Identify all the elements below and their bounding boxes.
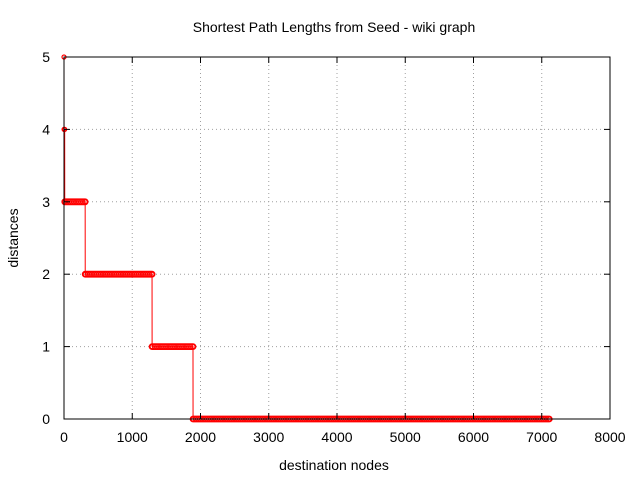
chart-title: Shortest Path Lengths from Seed - wiki g… [193, 19, 475, 35]
data-point [160, 344, 166, 350]
x-tick-label: 5000 [390, 429, 421, 445]
data-point [176, 344, 182, 350]
data-point [190, 344, 196, 350]
y-tick-label: 4 [42, 121, 50, 137]
data-point [181, 344, 187, 350]
data-point [163, 344, 169, 350]
data-point [174, 344, 180, 350]
data-point [75, 199, 81, 205]
data-point [158, 344, 164, 350]
x-tick-label: 8000 [594, 429, 625, 445]
data-point [167, 344, 173, 350]
data-point [188, 344, 194, 350]
x-tick-label: 0 [60, 429, 68, 445]
x-tick-label: 4000 [321, 429, 352, 445]
y-tick-label: 2 [42, 266, 50, 282]
x-tick-label: 1000 [117, 429, 148, 445]
data-point [71, 199, 77, 205]
data-point [156, 344, 162, 350]
y-tick-label: 1 [42, 339, 50, 355]
data-point [147, 271, 153, 277]
series-segment-distance-1 [148, 343, 197, 351]
data-point [185, 344, 191, 350]
x-tick-label: 3000 [253, 429, 284, 445]
series-line [61, 54, 553, 423]
y-tick-label: 5 [42, 49, 50, 65]
x-tick-label: 6000 [458, 429, 489, 445]
data-point [149, 271, 155, 277]
data-point [154, 344, 160, 350]
data-point [172, 344, 178, 350]
y-axis-label: distances [5, 208, 21, 267]
data-point [80, 199, 86, 205]
x-tick-label: 7000 [526, 429, 557, 445]
data-point [165, 344, 171, 350]
axis-ticks: 0 1000 2000 3000 4000 5000 6000 7000 8000 0 1 2 3 4 5 [42, 49, 626, 445]
y-tick-label: 3 [42, 194, 50, 210]
y-tick-label: 0 [42, 411, 50, 427]
series-segment-distance-2 [81, 270, 156, 278]
data-point [151, 344, 157, 350]
data-point [149, 344, 155, 350]
data-point [170, 344, 176, 350]
data-point [78, 199, 84, 205]
data-point [179, 344, 185, 350]
data-point [183, 344, 189, 350]
series-segment-distance-3 [61, 198, 89, 206]
x-axis-label: destination nodes [279, 457, 389, 473]
data-point [73, 199, 79, 205]
data-point [82, 199, 88, 205]
x-tick-label: 2000 [185, 429, 216, 445]
series-step-line [63, 56, 550, 420]
grid-lines [64, 57, 610, 419]
